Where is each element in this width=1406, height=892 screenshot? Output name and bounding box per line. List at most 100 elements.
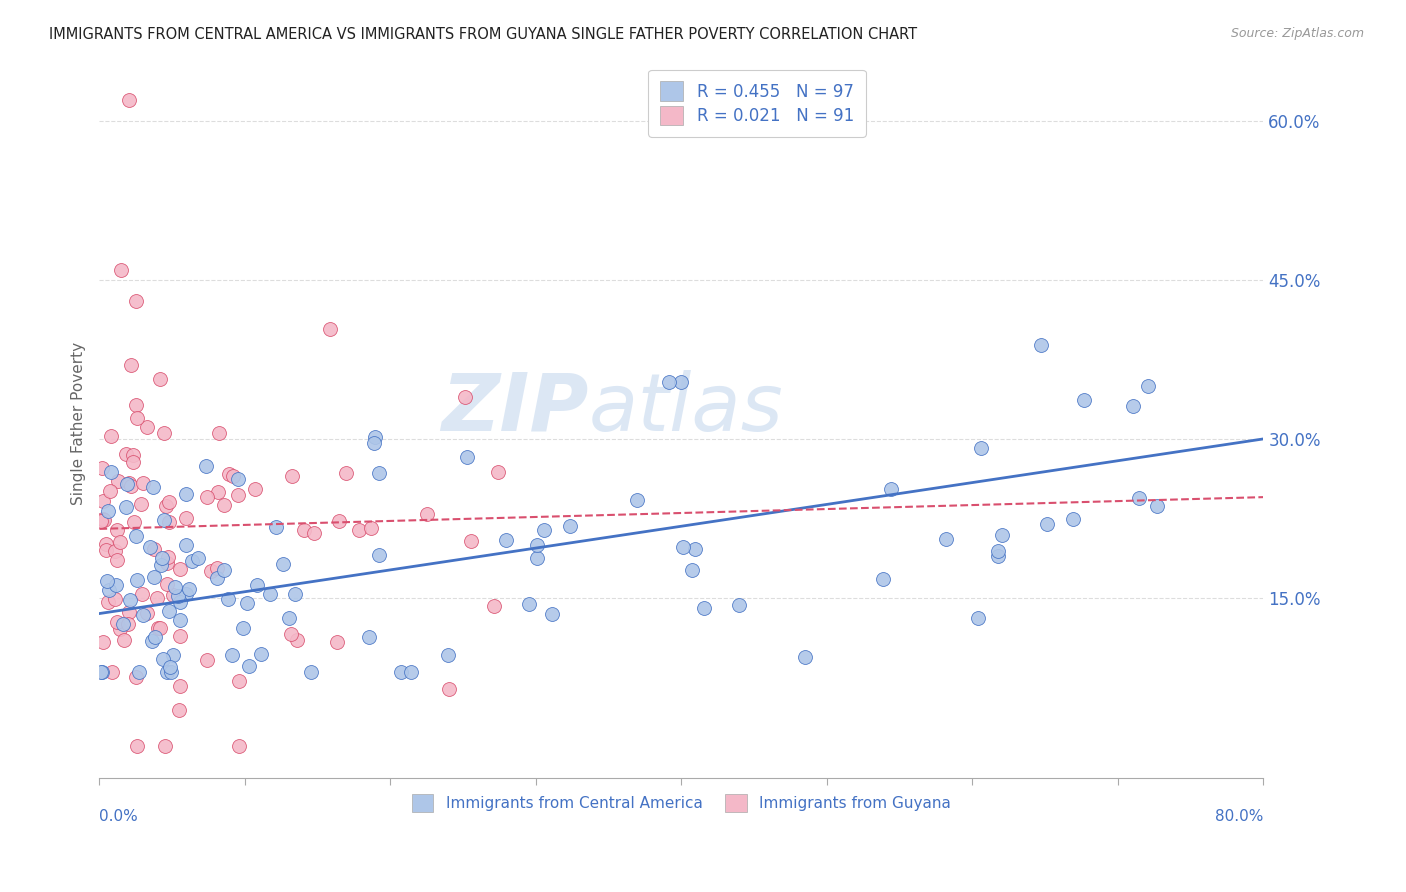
Point xyxy=(367,548,389,562)
Point xyxy=(90,514,112,528)
Point xyxy=(169,561,191,575)
Point xyxy=(108,535,131,549)
Point xyxy=(292,523,315,537)
Point xyxy=(159,660,181,674)
Point xyxy=(299,665,322,679)
Point xyxy=(136,420,159,434)
Point xyxy=(129,497,152,511)
Point xyxy=(681,563,703,577)
Point xyxy=(335,466,357,480)
Point xyxy=(935,532,957,546)
Point xyxy=(107,474,129,488)
Point xyxy=(626,493,648,508)
Point xyxy=(1029,337,1052,351)
Point xyxy=(794,649,817,664)
Point xyxy=(143,542,166,557)
Point xyxy=(132,475,155,490)
Point xyxy=(482,599,505,613)
Point xyxy=(122,455,145,469)
Point xyxy=(1146,499,1168,513)
Point xyxy=(195,459,218,474)
Legend: Immigrants from Central America, Immigrants from Guyana: Immigrants from Central America, Immigra… xyxy=(405,787,959,820)
Point xyxy=(152,651,174,665)
Point xyxy=(200,564,222,578)
Point xyxy=(526,550,548,565)
Point xyxy=(167,590,190,604)
Point xyxy=(486,465,509,479)
Point xyxy=(179,582,201,597)
Point xyxy=(454,390,477,404)
Point xyxy=(90,461,112,475)
Point xyxy=(93,635,115,649)
Point xyxy=(208,426,231,441)
Point xyxy=(187,551,209,566)
Point xyxy=(363,435,385,450)
Point xyxy=(121,448,143,462)
Point xyxy=(349,523,371,537)
Point xyxy=(1062,512,1084,526)
Point xyxy=(105,615,128,629)
Point xyxy=(1073,392,1095,407)
Point xyxy=(259,587,281,601)
Point xyxy=(167,703,190,717)
Point xyxy=(153,425,176,440)
Point xyxy=(153,513,176,527)
Point xyxy=(91,512,114,526)
Point xyxy=(302,525,325,540)
Point xyxy=(118,593,141,607)
Point xyxy=(226,488,249,502)
Point xyxy=(236,596,259,610)
Point xyxy=(250,647,273,661)
Point xyxy=(558,519,581,533)
Point xyxy=(243,482,266,496)
Point xyxy=(149,621,172,635)
Point xyxy=(100,465,122,479)
Point xyxy=(155,499,177,513)
Point xyxy=(326,635,349,649)
Point xyxy=(169,613,191,627)
Point xyxy=(105,523,128,537)
Point xyxy=(97,582,120,597)
Point xyxy=(108,623,131,637)
Point xyxy=(143,630,166,644)
Point xyxy=(156,577,179,591)
Point xyxy=(281,469,304,483)
Point xyxy=(97,595,120,609)
Point xyxy=(517,597,540,611)
Point xyxy=(100,428,122,442)
Point xyxy=(142,480,165,494)
Point xyxy=(181,554,204,568)
Point xyxy=(120,479,142,493)
Point xyxy=(117,93,139,107)
Point xyxy=(222,469,245,483)
Point xyxy=(319,322,342,336)
Point xyxy=(1036,516,1059,531)
Point xyxy=(112,632,135,647)
Point xyxy=(118,605,141,619)
Point xyxy=(693,601,716,615)
Point xyxy=(136,606,159,620)
Point xyxy=(287,632,309,647)
Point xyxy=(125,670,148,684)
Point xyxy=(125,739,148,753)
Point xyxy=(416,507,439,521)
Point xyxy=(246,578,269,592)
Point xyxy=(105,553,128,567)
Point xyxy=(880,482,903,496)
Point xyxy=(104,591,127,606)
Point xyxy=(328,514,350,528)
Point xyxy=(364,430,387,444)
Point xyxy=(966,611,988,625)
Point xyxy=(96,537,118,551)
Point xyxy=(728,598,751,612)
Point xyxy=(132,608,155,623)
Point xyxy=(174,487,197,501)
Point xyxy=(125,574,148,588)
Point xyxy=(142,570,165,584)
Point xyxy=(160,665,183,679)
Point xyxy=(970,441,993,455)
Point xyxy=(987,544,1010,558)
Point xyxy=(169,629,191,643)
Point xyxy=(146,591,169,606)
Point xyxy=(195,490,218,504)
